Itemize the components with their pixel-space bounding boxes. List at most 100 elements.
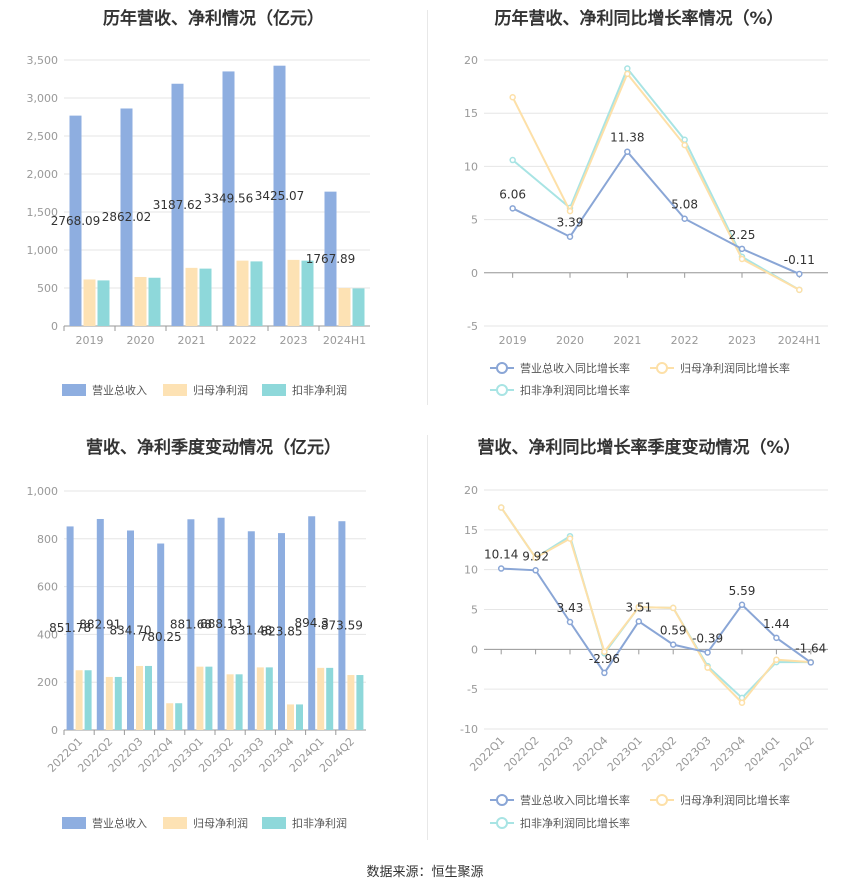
bar-deducted-profit	[250, 261, 263, 326]
legend-swatch	[262, 384, 286, 396]
legend-label: 扣非净利润	[292, 383, 347, 397]
data-label: 3.51	[625, 600, 652, 614]
series-line-revenue	[501, 567, 812, 675]
legend-label: 归母净利润	[193, 816, 248, 830]
data-point	[738, 601, 746, 609]
bar-revenue	[96, 518, 104, 730]
chart-title: 历年营收、净利同比增长率情况（%）	[494, 9, 784, 29]
y-tick-label: 0	[471, 267, 478, 280]
chart-quarterly-bars-svg: 02004006008001,000851.782022Q1882.912022…	[27, 485, 366, 830]
bar-net-profit	[256, 667, 264, 730]
legend-swatch	[163, 384, 187, 396]
chart-title: 营收、净利同比增长率季度变动情况（%）	[477, 438, 801, 458]
bar-deducted-profit	[356, 675, 364, 730]
x-tick-label: 2022Q2	[502, 734, 542, 774]
legend-marker	[656, 362, 668, 374]
legend-swatch	[62, 817, 86, 829]
data-point	[566, 207, 574, 215]
data-point	[566, 233, 574, 240]
data-point	[773, 634, 780, 642]
data-point	[704, 649, 711, 656]
x-tick-label: 2022	[671, 334, 699, 347]
data-point	[532, 567, 539, 574]
bar-net-profit	[347, 675, 355, 730]
bar-revenue	[308, 516, 316, 730]
y-tick-label: 15	[464, 524, 478, 537]
x-tick-label: 2023Q2	[639, 734, 679, 774]
legend-label: 扣非净利润同比增长率	[520, 816, 630, 830]
data-label: -2.96	[589, 652, 620, 666]
series-line-revenue	[512, 150, 800, 275]
data-point	[601, 669, 608, 677]
bar-deducted-profit	[326, 667, 334, 730]
chart-quarterly-lines-svg: -10-5051015202022Q12022Q22022Q32022Q4202…	[460, 484, 828, 830]
x-tick-label: 2024Q2	[777, 734, 817, 774]
bar-net-profit	[166, 703, 174, 730]
panel-divider-bottom	[427, 435, 428, 840]
data-point	[738, 699, 746, 706]
data-label: 11.38	[610, 131, 644, 145]
y-tick-label: 800	[37, 533, 58, 546]
data-label: 5.59	[729, 584, 756, 598]
data-label: 894.3	[295, 616, 329, 630]
y-tick-label: 20	[464, 484, 478, 497]
legend-label: 营业总收入同比增长率	[520, 793, 630, 807]
data-label: 780.25	[140, 630, 182, 644]
y-tick-label: 3,500	[27, 54, 59, 67]
data-point	[566, 618, 574, 626]
series-line-net-profit	[511, 71, 800, 291]
data-label: 881.68	[170, 618, 212, 632]
chart-annual-revenue-profit: 历年营收、净利情况（亿元） 0 500 1,000 1,500 2,000 2,500 3,…	[0, 0, 427, 410]
bar-revenue	[278, 533, 285, 730]
legend-swatch	[62, 384, 86, 396]
y-tick-label: 0	[51, 724, 58, 737]
bar-deducted-profit	[235, 674, 243, 730]
bar-revenue	[157, 543, 165, 730]
bar-deducted-profit	[97, 280, 110, 326]
data-label: 831.48	[230, 624, 272, 638]
data-point	[807, 659, 815, 666]
data-label: 888.13	[200, 617, 242, 631]
x-tick-label: 2023Q1	[605, 734, 645, 774]
data-label: 6.06	[499, 187, 526, 201]
chart-annual-growth: 历年营收、净利同比增长率情况（%） -5 0 5 10 15 20 2019 2020 2021…	[428, 0, 850, 410]
y-tick-label: 1,000	[27, 244, 59, 257]
data-label: 2.25	[729, 228, 756, 242]
bar-net-profit	[226, 674, 234, 730]
y-tick-label: 5	[471, 214, 478, 227]
chart-title: 历年营收、净利情况（亿元）	[103, 9, 324, 29]
y-tick-label: 5	[471, 604, 478, 617]
bar-revenue	[217, 517, 225, 730]
y-tick-label: 15	[464, 107, 478, 120]
x-tick-label: 2022Q1	[467, 734, 507, 774]
y-tick-label: 2,000	[27, 168, 59, 181]
data-label: 882.91	[79, 617, 121, 631]
bar-deducted-profit	[265, 667, 273, 730]
bar-revenue	[273, 65, 286, 327]
legend-label: 营业总收入	[92, 816, 147, 830]
legend-marker	[496, 384, 508, 396]
legend-marker	[496, 362, 508, 374]
x-tick-label: 2022Q4	[570, 734, 610, 774]
legend-swatch	[262, 817, 286, 829]
bar-net-profit	[75, 670, 83, 730]
data-label: 834.70	[110, 623, 152, 637]
data-point	[509, 93, 516, 101]
data-label: 1767.89	[306, 252, 356, 266]
bar-revenue	[247, 531, 255, 730]
data-point	[635, 603, 643, 611]
y-tick-label: 0	[471, 643, 478, 656]
bar-revenue	[171, 83, 184, 327]
data-point	[624, 70, 631, 78]
chart-annual-bars-svg: 0 500 1,000 1,500 2,000 2,500 3,000 3,500 2768.0…	[27, 54, 370, 397]
x-tick-label: 2020	[556, 334, 584, 347]
data-point	[509, 156, 516, 164]
y-tick-label: 10	[464, 564, 478, 577]
data-label: 873.59	[321, 619, 363, 633]
bar-net-profit	[134, 276, 147, 326]
bar-deducted-profit	[84, 670, 92, 730]
bar-deducted-profit	[205, 666, 213, 730]
bar-net-profit	[196, 666, 204, 730]
data-label: 1.44	[763, 617, 790, 631]
data-label: 3187.62	[153, 198, 203, 212]
